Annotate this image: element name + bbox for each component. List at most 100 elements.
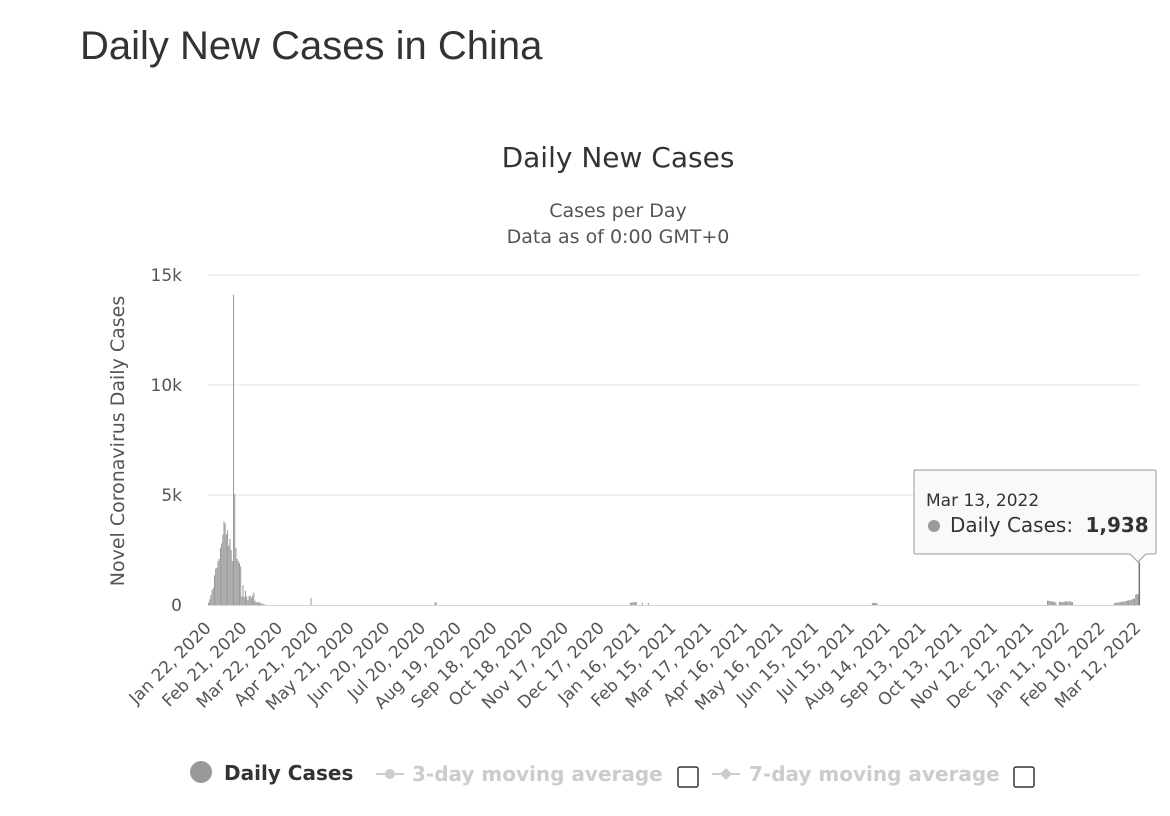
bar[interactable]: [224, 523, 226, 605]
bar[interactable]: [1122, 601, 1124, 605]
bar[interactable]: [1135, 594, 1137, 605]
bar[interactable]: [246, 596, 248, 605]
bar[interactable]: [1051, 601, 1053, 605]
bar[interactable]: [1070, 601, 1072, 605]
legend-item-7day-average[interactable]: 7-day moving average: [712, 762, 1000, 786]
bar[interactable]: [248, 596, 250, 605]
bar[interactable]: [218, 558, 220, 605]
bar[interactable]: [1136, 594, 1138, 605]
bar[interactable]: [1118, 602, 1120, 605]
bar[interactable]: [254, 600, 256, 605]
bar[interactable]: [243, 597, 245, 605]
bar[interactable]: [264, 604, 266, 606]
bar[interactable]: [1061, 602, 1063, 605]
bar[interactable]: [247, 600, 249, 605]
bar[interactable]: [236, 558, 238, 605]
bar[interactable]: [234, 493, 236, 605]
bar[interactable]: [255, 602, 257, 605]
checkbox-3day-average[interactable]: [677, 766, 699, 788]
bar[interactable]: [1124, 601, 1126, 605]
bar[interactable]: [228, 545, 230, 605]
bar-series-daily-cases[interactable]: [208, 294, 1141, 606]
bar[interactable]: [1116, 602, 1118, 605]
bar[interactable]: [242, 585, 244, 605]
bar[interactable]: [223, 521, 225, 605]
bar[interactable]: [265, 604, 267, 606]
bar[interactable]: [635, 602, 637, 605]
bar[interactable]: [235, 547, 237, 605]
bar[interactable]: [874, 602, 876, 605]
bar[interactable]: [1120, 601, 1122, 605]
bar[interactable]: [629, 602, 631, 605]
bar[interactable]: [1137, 594, 1139, 605]
bar[interactable]: [209, 599, 211, 606]
bar[interactable]: [221, 543, 223, 605]
bar[interactable]: [212, 588, 214, 605]
bar[interactable]: [1114, 603, 1116, 605]
bar[interactable]: [227, 530, 229, 605]
bar[interactable]: [240, 566, 242, 606]
bar[interactable]: [210, 595, 212, 605]
bar[interactable]: [1067, 601, 1069, 605]
bar[interactable]: [631, 602, 633, 605]
bar[interactable]: [238, 563, 241, 605]
bar[interactable]: [310, 597, 312, 605]
bar[interactable]: [1117, 602, 1119, 605]
bar[interactable]: [252, 595, 254, 605]
bar[interactable]: [1125, 601, 1127, 605]
legend-item-daily-cases[interactable]: Daily Cases: [190, 761, 353, 785]
bar[interactable]: [211, 590, 213, 605]
bar[interactable]: [230, 550, 232, 605]
bar[interactable]: [632, 602, 634, 605]
bar[interactable]: [1129, 600, 1131, 605]
checkbox-7day-average[interactable]: [1013, 766, 1035, 788]
bar[interactable]: [219, 547, 221, 605]
bar[interactable]: [435, 602, 437, 605]
bar[interactable]: [876, 603, 878, 605]
bar[interactable]: [1132, 598, 1134, 605]
bar[interactable]: [634, 601, 636, 605]
bar[interactable]: [1050, 601, 1052, 605]
bar[interactable]: [261, 604, 263, 605]
bar[interactable]: [233, 294, 235, 605]
bar[interactable]: [244, 590, 246, 605]
bar[interactable]: [1069, 601, 1071, 605]
bar[interactable]: [217, 561, 219, 605]
bar[interactable]: [1131, 599, 1133, 605]
bar[interactable]: [208, 602, 210, 605]
bar[interactable]: [1054, 602, 1056, 605]
bar[interactable]: [237, 561, 239, 605]
bar[interactable]: [260, 602, 262, 605]
bar[interactable]: [871, 603, 873, 605]
bar[interactable]: [231, 561, 233, 605]
bar[interactable]: [225, 534, 227, 605]
bar[interactable]: [1126, 600, 1128, 605]
bar[interactable]: [256, 602, 258, 605]
bar[interactable]: [1060, 601, 1062, 605]
bar[interactable]: [875, 603, 877, 605]
bar[interactable]: [1119, 602, 1121, 605]
bar[interactable]: [241, 596, 243, 605]
bar[interactable]: [216, 567, 218, 605]
bar[interactable]: [633, 602, 635, 605]
bar[interactable]: [1058, 601, 1060, 605]
bar[interactable]: [1066, 601, 1068, 605]
bar[interactable]: [641, 602, 643, 605]
bar[interactable]: [213, 575, 215, 605]
bar[interactable]: [258, 601, 260, 605]
bar[interactable]: [250, 597, 252, 605]
bar[interactable]: [215, 568, 217, 605]
bar[interactable]: [1063, 601, 1065, 605]
bar[interactable]: [249, 595, 251, 605]
bar[interactable]: [1072, 602, 1074, 605]
bar[interactable]: [253, 592, 255, 605]
bar[interactable]: [1047, 600, 1049, 605]
bar[interactable]: [1049, 601, 1051, 605]
bar[interactable]: [1052, 601, 1055, 605]
bar[interactable]: [1055, 602, 1057, 605]
bar[interactable]: [1134, 598, 1136, 605]
legend-item-3day-average[interactable]: 3-day moving average: [376, 762, 663, 786]
bar[interactable]: [259, 602, 261, 605]
bar[interactable]: [1068, 601, 1070, 605]
bar[interactable]: [1113, 603, 1115, 605]
